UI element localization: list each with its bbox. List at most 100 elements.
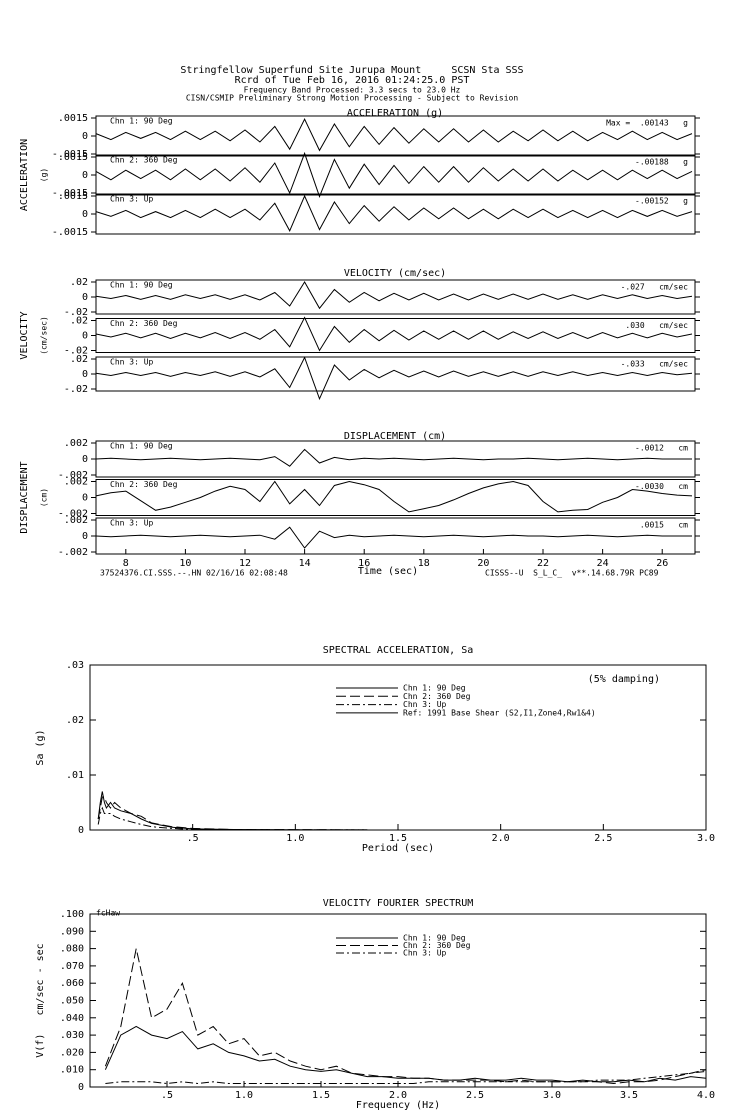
spectrum-line bbox=[97, 796, 368, 831]
x-axis-label: Frequency (Hz) bbox=[356, 1100, 440, 1111]
x-tick-label: 8 bbox=[123, 558, 129, 569]
unit-label: (cm/sec) bbox=[40, 316, 49, 355]
y-tick-label: .0015 bbox=[58, 113, 88, 124]
trace bbox=[95, 281, 693, 310]
y-tick-label: .100 bbox=[60, 909, 84, 920]
channel-frame bbox=[95, 479, 696, 516]
x-tick-label: 26 bbox=[656, 558, 668, 569]
spectrum-line bbox=[104, 948, 707, 1085]
trace bbox=[95, 118, 693, 152]
y-tick-label: 0 bbox=[78, 1082, 84, 1093]
x-tick-label: 2.5 bbox=[466, 1090, 484, 1101]
x-tick-label: 12 bbox=[239, 558, 251, 569]
trace bbox=[95, 316, 693, 352]
spectrum-line bbox=[104, 1025, 707, 1083]
channel-name: Chn 2: 360 Deg bbox=[110, 319, 178, 328]
trace bbox=[95, 194, 693, 232]
y-tick-label: .020 bbox=[60, 1047, 84, 1058]
x-axis-label: Time (sec) bbox=[358, 566, 418, 577]
x-tick-label: 24 bbox=[597, 558, 609, 569]
header-line: Stringfellow Superfund Site Jurupa Mount… bbox=[180, 65, 523, 76]
y-tick-label: -.02 bbox=[64, 346, 88, 357]
x-tick-label: 1.0 bbox=[286, 833, 304, 844]
x-tick-label: 2.0 bbox=[389, 1090, 407, 1101]
y-tick-label: .002 bbox=[64, 515, 88, 526]
footer-left: 37524376.CI.SSS.--.HN 02/16/16 02:08:48 bbox=[100, 569, 288, 578]
legend-label: Chn 3: Up bbox=[403, 949, 447, 958]
channel-name: Chn 3: Up bbox=[110, 519, 154, 528]
y-tick-label: .02 bbox=[70, 354, 88, 365]
channel-name: Chn 2: 360 Deg bbox=[110, 480, 178, 489]
header-line: Frequency Band Processed: 3.3 secs to 23… bbox=[244, 86, 461, 95]
unit-label: (cm) bbox=[40, 488, 49, 507]
y-tick-label: -.002 bbox=[58, 470, 88, 481]
y-tick-label: .090 bbox=[60, 926, 84, 937]
x-tick-label: 2.5 bbox=[594, 833, 612, 844]
axis-label: DISPLACEMENT bbox=[19, 461, 30, 533]
x-tick-label: 16 bbox=[358, 558, 370, 569]
annotation: (5% damping) bbox=[588, 674, 660, 685]
x-tick-label: 14 bbox=[299, 558, 311, 569]
x-tick-label: .5 bbox=[161, 1090, 173, 1101]
header-line: Rcrd of Tue Feb 16, 2016 01:24:25.0 PST bbox=[235, 75, 470, 86]
y-tick-label: 0 bbox=[82, 209, 88, 220]
spectrum-line bbox=[97, 806, 368, 831]
legend-label: Chn 3: Up bbox=[403, 700, 447, 709]
spectrum-line bbox=[105, 1070, 707, 1085]
trace bbox=[95, 356, 693, 401]
unit-label: (g) bbox=[40, 168, 49, 182]
y-tick-label: .002 bbox=[64, 477, 88, 488]
max-label: -.00188 g bbox=[635, 158, 688, 167]
x-axis-label: Period (sec) bbox=[362, 843, 434, 854]
x-tick-label: 1.5 bbox=[312, 1090, 330, 1101]
panel-title: DISPLACEMENT (cm) bbox=[344, 431, 446, 442]
y-tick-label: -.02 bbox=[64, 384, 88, 395]
y-tick-label: .060 bbox=[60, 978, 84, 989]
y-tick-label: 0 bbox=[82, 493, 88, 504]
channel-frame bbox=[95, 193, 696, 235]
channel-frame bbox=[95, 279, 696, 315]
legend-label: Chn 1: 90 Deg bbox=[403, 684, 466, 693]
x-tick-label: 2.0 bbox=[492, 833, 510, 844]
max-label: -.0012 cm bbox=[635, 444, 688, 453]
y-tick-label: .01 bbox=[66, 770, 84, 781]
plot-frame bbox=[89, 913, 707, 1088]
legend-label: Chn 2: 360 Deg bbox=[403, 692, 471, 701]
x-tick-label: 1.5 bbox=[389, 833, 407, 844]
axis-label: VELOCITY bbox=[19, 311, 30, 359]
max-label: -.027 cm/sec bbox=[621, 283, 689, 292]
y-tick-label: 0 bbox=[82, 454, 88, 465]
x-tick-label: 3.0 bbox=[543, 1090, 561, 1101]
panel-title: ACCELERATION (g) bbox=[347, 108, 443, 119]
y-tick-label: -.0015 bbox=[52, 227, 88, 238]
y-tick-label: -.002 bbox=[58, 547, 88, 558]
y-tick-label: -.0015 bbox=[52, 188, 88, 199]
y-tick-label: 0 bbox=[82, 131, 88, 142]
y-tick-label: 0 bbox=[82, 531, 88, 542]
y-tick-label: .0015 bbox=[58, 152, 88, 163]
annotation: fcHaw bbox=[96, 909, 120, 918]
channel-name: Chn 1: 90 Deg bbox=[110, 442, 173, 451]
x-tick-label: 4.0 bbox=[697, 1090, 715, 1101]
y-tick-label: 0 bbox=[82, 369, 88, 380]
legend-label: Chn 1: 90 Deg bbox=[403, 934, 466, 943]
channel-frame bbox=[95, 356, 696, 392]
y-tick-label: .080 bbox=[60, 944, 84, 955]
panel-title: VELOCITY (cm/sec) bbox=[344, 268, 446, 279]
channel-name: Chn 1: 90 Deg bbox=[110, 117, 173, 126]
x-tick-label: 20 bbox=[477, 558, 489, 569]
x-tick-label: .5 bbox=[187, 833, 199, 844]
max-label: -.033 cm/sec bbox=[621, 360, 689, 369]
y-tick-label: 0 bbox=[82, 331, 88, 342]
max-label: Max = .00143 g bbox=[606, 119, 688, 128]
x-tick-label: 1.0 bbox=[235, 1090, 253, 1101]
max-label: .030 cm/sec bbox=[625, 321, 688, 330]
x-tick-label: 10 bbox=[179, 558, 191, 569]
y-tick-label: .03 bbox=[66, 660, 84, 671]
x-tick-label: 22 bbox=[537, 558, 549, 569]
panel-title: SPECTRAL ACCELERATION, Sa bbox=[323, 645, 474, 656]
legend-label: Ref: 1991 Base Shear (S2,I1,Zone4,Rw1&4) bbox=[403, 708, 596, 717]
max-label: .0015 cm bbox=[640, 521, 688, 530]
channel-name: Chn 3: Up bbox=[110, 195, 154, 204]
